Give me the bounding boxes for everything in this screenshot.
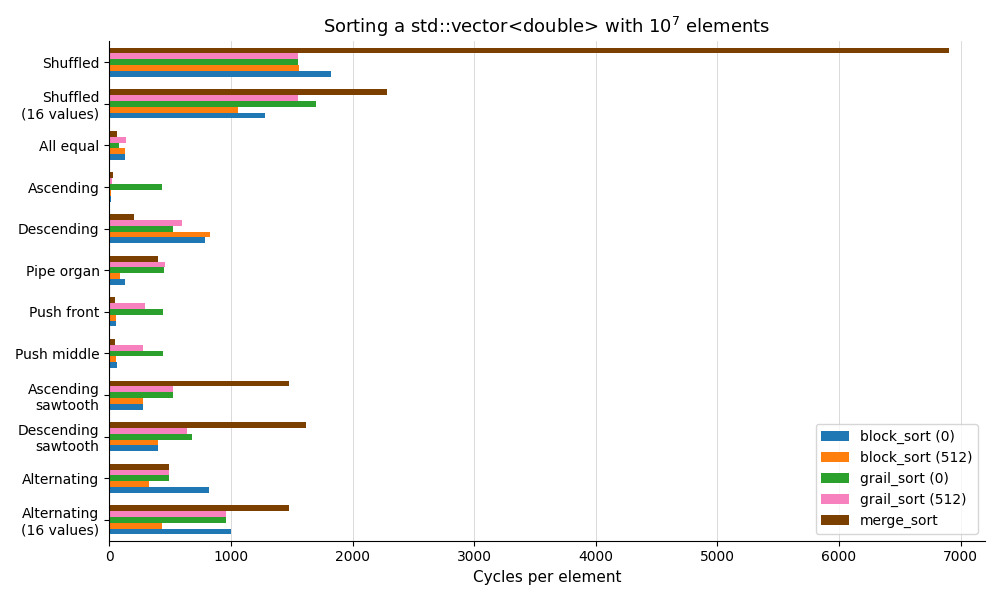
Bar [109,113,265,118]
Bar [109,238,205,243]
X-axis label: Cycles per element: Cycles per element [473,570,621,585]
Bar [109,339,115,345]
Bar [109,481,149,487]
Bar [109,303,145,309]
Bar [109,148,125,154]
Bar [109,315,116,320]
Bar [109,380,289,386]
Bar [109,356,116,362]
Bar [109,143,119,148]
Bar [109,59,298,65]
Bar [109,350,163,356]
Bar [109,529,231,535]
Bar [109,154,125,160]
Bar [109,434,192,440]
Bar [109,273,120,279]
Bar [109,65,299,71]
Bar [109,422,306,428]
Bar [109,190,111,196]
Bar [109,172,113,178]
Bar [109,107,238,113]
Bar [109,487,209,493]
Bar [109,428,187,434]
Bar [109,392,173,398]
Bar [109,89,387,95]
Bar [109,53,298,59]
Bar [109,232,210,238]
Bar [109,131,117,137]
Bar [109,71,331,77]
Bar [109,470,169,475]
Bar [109,523,162,529]
Bar [109,386,173,392]
Bar [109,220,182,226]
Bar [109,279,125,285]
Bar [109,362,117,368]
Bar [109,256,158,262]
Bar [109,262,165,268]
Bar [109,517,226,523]
Bar [109,345,143,350]
Bar [109,320,116,326]
Bar [109,404,143,410]
Bar [109,475,169,481]
Bar [109,47,949,53]
Bar [109,196,111,202]
Bar [109,101,316,107]
Bar [109,137,126,143]
Bar [109,214,134,220]
Title: Sorting a std::vector<double> with $10^7$ elements: Sorting a std::vector<double> with $10^7… [323,15,771,39]
Bar [109,511,226,517]
Bar [109,178,112,184]
Bar [109,445,158,451]
Bar [109,464,169,470]
Legend: block_sort (0), block_sort (512), grail_sort (0), grail_sort (512), merge_sort: block_sort (0), block_sort (512), grail_… [816,424,978,534]
Bar [109,440,158,445]
Bar [109,268,164,273]
Bar [109,398,143,404]
Bar [109,184,162,190]
Bar [109,505,289,511]
Bar [109,95,298,101]
Bar [109,309,163,315]
Bar [109,226,173,232]
Bar [109,298,115,303]
